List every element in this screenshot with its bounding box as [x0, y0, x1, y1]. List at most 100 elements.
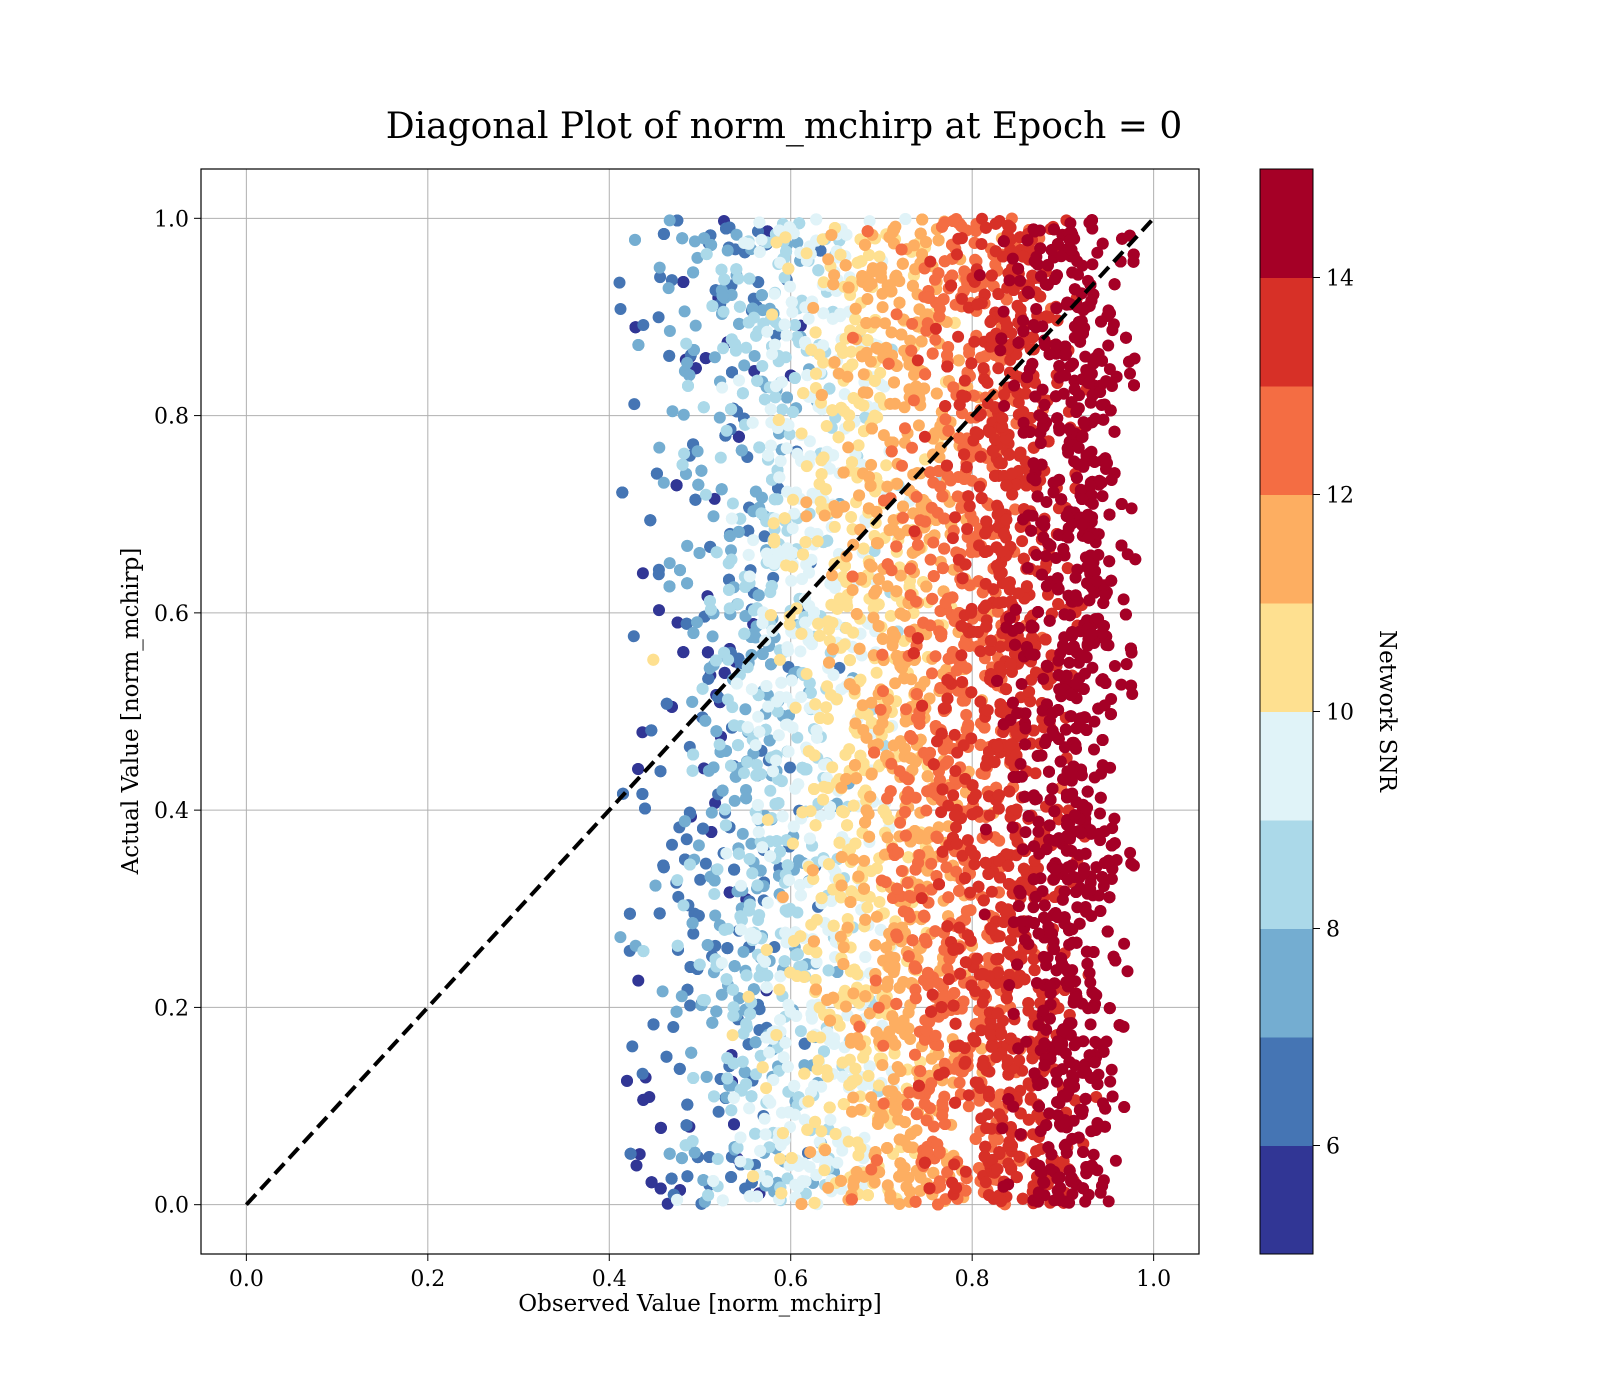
scatter-point: [792, 778, 805, 791]
scatter-point: [852, 870, 865, 883]
scatter-point: [743, 570, 756, 583]
scatter-point: [845, 511, 858, 523]
scatter-point: [850, 1165, 863, 1178]
scatter-point: [773, 471, 786, 484]
scatter-point: [740, 1078, 753, 1090]
scatter-point: [745, 683, 758, 696]
scatter-point: [653, 441, 666, 454]
scatter-point: [794, 879, 806, 891]
scatter-point: [670, 1005, 683, 1018]
scatter-point: [815, 892, 828, 905]
scatter-point: [879, 317, 891, 330]
scatter-point: [863, 215, 876, 228]
scatter-point: [881, 831, 894, 844]
scatter-point: [802, 1095, 815, 1108]
scatter-point: [753, 970, 766, 983]
scatter-point: [677, 408, 690, 421]
scatter-point: [707, 510, 720, 523]
scatter-point: [721, 942, 734, 955]
scatter-point: [696, 682, 709, 695]
scatter-point: [952, 354, 965, 367]
scatter-point: [686, 917, 699, 930]
scatter-point: [794, 889, 807, 902]
scatter-point: [912, 419, 925, 432]
scatter-point: [693, 958, 706, 971]
scatter-point: [809, 819, 822, 832]
scatter-point: [632, 339, 645, 351]
scatter-point: [863, 470, 875, 483]
scatter-point: [828, 1032, 841, 1045]
scatter-point: [657, 476, 670, 489]
scatter-point: [882, 357, 895, 370]
scatter-point: [760, 981, 773, 994]
scatter-point: [821, 993, 834, 1006]
scatter-point: [623, 907, 636, 920]
scatter-point: [692, 839, 705, 852]
scatter-point: [683, 806, 696, 819]
scatter-point: [698, 232, 711, 245]
scatter-point: [712, 1105, 725, 1118]
scatter-point: [856, 699, 869, 712]
scatter-point: [753, 441, 766, 454]
scatter-point: [873, 391, 886, 404]
scatter-point: [778, 512, 791, 525]
scatter-point: [789, 949, 802, 962]
scatter-point: [883, 231, 896, 244]
scatter-point: [677, 899, 690, 912]
scatter-point: [898, 742, 911, 755]
scatter-point: [627, 630, 640, 643]
scatter-point: [736, 827, 749, 840]
scatter-point: [732, 525, 745, 538]
scatter-point: [725, 403, 738, 416]
scatter-point: [735, 879, 747, 892]
scatter-point: [772, 414, 785, 426]
scatter-point: [663, 557, 676, 570]
scatter-point: [743, 853, 756, 865]
scatter-point: [683, 858, 696, 871]
scatter-points: [613, 212, 1142, 1211]
scatter-point: [636, 788, 649, 800]
scatter-point: [838, 638, 851, 651]
scatter-point: [846, 1075, 859, 1088]
scatter-point: [774, 455, 787, 467]
scatter-point: [777, 1051, 790, 1064]
scatter-point: [681, 577, 694, 590]
scatter-point: [714, 451, 727, 464]
scatter-point: [673, 1062, 686, 1075]
scatter-point: [756, 648, 769, 660]
scatter-point: [885, 285, 898, 298]
scatter-point: [814, 495, 827, 508]
scatter-point: [725, 288, 738, 301]
scatter-point: [753, 246, 766, 258]
scatter-point: [877, 1039, 890, 1052]
scatter-point: [832, 431, 845, 444]
scatter-point: [779, 231, 792, 244]
scatter-point: [851, 968, 864, 980]
scatter-point: [681, 1098, 694, 1111]
scatter-point: [702, 1189, 715, 1202]
scatter-point: [866, 262, 879, 275]
scatter-point: [687, 627, 700, 639]
scatter-point: [807, 935, 820, 948]
scatter-point: [760, 680, 773, 692]
scatter-point: [726, 701, 739, 714]
scatter-point: [671, 939, 684, 952]
scatter-point: [722, 557, 735, 570]
scatter-point: [869, 974, 882, 987]
scatter-point: [888, 629, 901, 642]
scatter-point: [842, 281, 855, 294]
scatter-point: [953, 1076, 966, 1089]
scatter-point: [782, 745, 795, 758]
scatter-point: [753, 216, 766, 229]
scatter-point: [824, 1113, 837, 1126]
scatter-point: [753, 1003, 766, 1016]
scatter-point: [670, 479, 683, 492]
scatter-point: [926, 592, 939, 605]
scatter-point: [847, 392, 860, 405]
scatter-point: [846, 570, 859, 583]
scatter-point: [837, 958, 850, 970]
scatter-point: [759, 955, 772, 968]
scatter-point: [789, 319, 801, 331]
scatter-point: [756, 841, 769, 854]
scatter-point: [881, 580, 894, 593]
